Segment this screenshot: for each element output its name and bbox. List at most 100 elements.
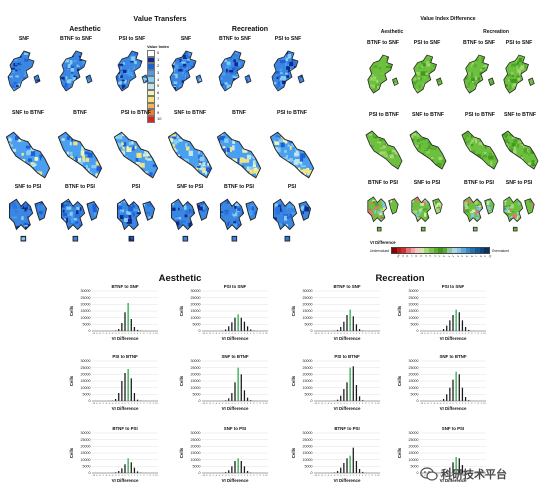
histogram-bar	[442, 329, 445, 331]
x-axis-label: VI Difference	[222, 336, 249, 341]
x-tick-label: 3	[134, 333, 135, 335]
histogram-bar	[362, 471, 364, 473]
x-tick-label: 7	[256, 475, 257, 477]
scale-swatch	[465, 248, 471, 253]
map-label: BTNF	[232, 110, 246, 116]
y-tick-label: 30000	[303, 431, 313, 435]
x-tick-label: 3	[134, 403, 135, 405]
y-tick-label: 30000	[191, 431, 201, 435]
legend-title: Value Index	[147, 44, 170, 49]
x-tick-label: 6	[143, 333, 144, 335]
scale-swatch	[424, 248, 429, 253]
x-tick-label: -6	[433, 403, 435, 405]
y-tick-label: 25000	[303, 366, 313, 370]
y-tick-label: 5000	[193, 323, 201, 327]
aesthetic-heading: Aesthetic	[69, 26, 101, 33]
x-tick-label: 0	[452, 475, 453, 477]
x-tick-label: -9	[424, 333, 426, 335]
histogram-title: PSI to BTNF	[334, 354, 360, 359]
y-axis-label: Cells	[291, 447, 296, 458]
region-map	[7, 50, 41, 92]
x-tick-label: 4	[359, 403, 360, 405]
histogram-bar	[133, 393, 136, 401]
y-tick-label: 5000	[305, 393, 313, 397]
y-tick-label: 25000	[81, 438, 91, 442]
legend-label: 5	[157, 83, 160, 89]
x-tick-label: -6	[215, 333, 217, 335]
x-tick-label: 1	[350, 333, 351, 335]
x-tick-label: 4	[137, 403, 138, 405]
x-tick-label: -7	[212, 333, 214, 335]
y-tick-label: 10000	[303, 316, 313, 320]
map-panel: PSI to BTNF	[268, 110, 316, 194]
region-map	[367, 196, 399, 232]
x-tick-label: -8	[321, 403, 323, 405]
x-tick-label: -10	[314, 333, 317, 335]
vi-difference-histogram: SNF to BTNF 0 5000 10000 15000 20000 25000 3000…	[397, 354, 486, 411]
x-tick-label: -8	[321, 333, 323, 335]
x-tick-label: -1	[121, 403, 123, 405]
y-tick-label: 15000	[81, 379, 91, 383]
y-axis-label: Cells	[179, 305, 184, 316]
scale-swatch	[470, 248, 475, 253]
tr-recreation-heading: Recreation	[483, 29, 509, 35]
y-tick-label: 25000	[191, 438, 201, 442]
histogram-bar	[336, 471, 339, 473]
x-tick-label: -1	[231, 403, 233, 405]
histogram-bar	[336, 329, 339, 331]
x-tick-label: -7	[324, 475, 326, 477]
vi-difference-histogram: BTNF to PSI 0 5000 10000 15000 20000 25000 3000…	[291, 426, 380, 483]
x-tick-label: 8	[150, 403, 151, 405]
histogram-bar	[346, 315, 348, 331]
map-panel: PSI to BTNF	[112, 110, 160, 194]
map-label: SNF to PSI	[14, 184, 42, 190]
y-tick-label: 5000	[83, 465, 91, 469]
y-tick-label: 25000	[81, 366, 91, 370]
x-tick-label: 0	[346, 475, 347, 477]
scale-swatch	[461, 248, 466, 253]
x-tick-label: -8	[209, 403, 211, 405]
x-tick-label: -3	[337, 475, 339, 477]
histogram-bar	[355, 461, 358, 473]
y-tick-label: 0	[199, 471, 201, 475]
x-tick-label: -10	[92, 475, 95, 477]
x-tick-label: 2	[131, 475, 132, 477]
x-tick-label: -5	[218, 403, 220, 405]
x-tick-label: -4	[334, 333, 336, 335]
histogram-bar	[224, 329, 227, 331]
y-tick-label: 5000	[411, 393, 419, 397]
x-tick-label: -5	[330, 475, 332, 477]
map-panel: BTNF to SNF	[364, 40, 402, 104]
y-tick-label: 5000	[83, 393, 91, 397]
scale-tick: 5	[465, 255, 469, 258]
histogram-bar	[458, 374, 460, 401]
y-tick-label: 10000	[191, 458, 201, 462]
x-tick-label: -3	[115, 475, 117, 477]
y-tick-label: 5000	[305, 465, 313, 469]
x-tick-label: -7	[212, 403, 214, 405]
region-map	[272, 198, 312, 242]
histogram-title: PSI to SNF	[224, 284, 247, 289]
map-label: BTNF to PSI	[368, 180, 398, 186]
x-tick-label: 0	[452, 403, 453, 405]
y-tick-label: 30000	[81, 431, 91, 435]
map-label: SNF to BTNF	[12, 110, 44, 116]
x-tick-label: -9	[96, 403, 98, 405]
map-panel: SNF to PSI	[4, 184, 52, 248]
histogram-bar	[452, 379, 454, 401]
legend-item: 5	[147, 82, 177, 90]
y-tick-label: 20000	[303, 303, 313, 307]
map-panel: BTNF to SNF	[460, 40, 498, 104]
x-axis-label: VI Difference	[112, 336, 139, 341]
x-tick-label: 1	[128, 475, 129, 477]
y-tick-label: 10000	[81, 458, 91, 462]
x-tick-label: 7	[146, 475, 147, 477]
histogram-bar	[250, 329, 252, 331]
x-tick-label: 2	[459, 333, 460, 335]
x-tick-label: -5	[330, 333, 332, 335]
histogram-bar	[464, 327, 467, 331]
y-tick-label: 25000	[409, 438, 419, 442]
x-tick-label: 0	[234, 333, 235, 335]
x-tick-label: -4	[222, 333, 224, 335]
x-tick-label: -9	[96, 475, 98, 477]
